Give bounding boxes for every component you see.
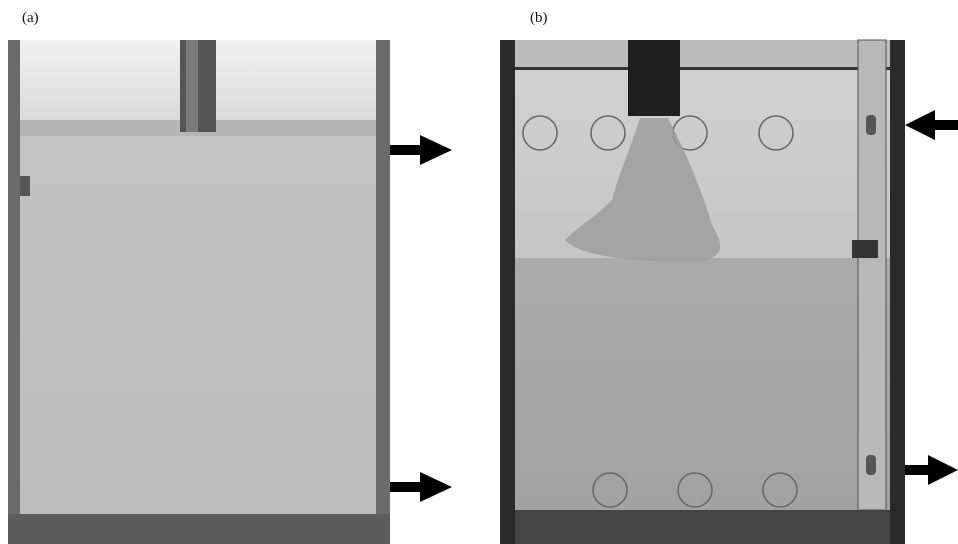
port — [866, 455, 876, 475]
marker — [20, 176, 30, 196]
arrow — [905, 455, 958, 485]
water-line — [515, 67, 890, 70]
panel-a: (a) — [8, 10, 452, 544]
nozzle-highlight — [186, 40, 198, 132]
tank-base — [8, 514, 390, 544]
lower-layer — [515, 258, 890, 510]
air-region — [515, 40, 890, 68]
tank-base — [515, 510, 890, 544]
arrow — [905, 110, 958, 140]
marker — [852, 240, 878, 258]
arrow — [390, 472, 452, 502]
panel-label: (b) — [530, 10, 548, 26]
side-tube — [858, 40, 886, 510]
figure: (a) (b) — [0, 0, 958, 544]
fluid — [20, 136, 376, 516]
arrow — [390, 135, 452, 165]
port — [866, 115, 876, 135]
panel-b: (b) — [500, 10, 958, 544]
panel-label: (a) — [22, 10, 39, 26]
page: (a) (b) (() => { const data — [0, 0, 958, 544]
nozzle — [628, 40, 680, 116]
